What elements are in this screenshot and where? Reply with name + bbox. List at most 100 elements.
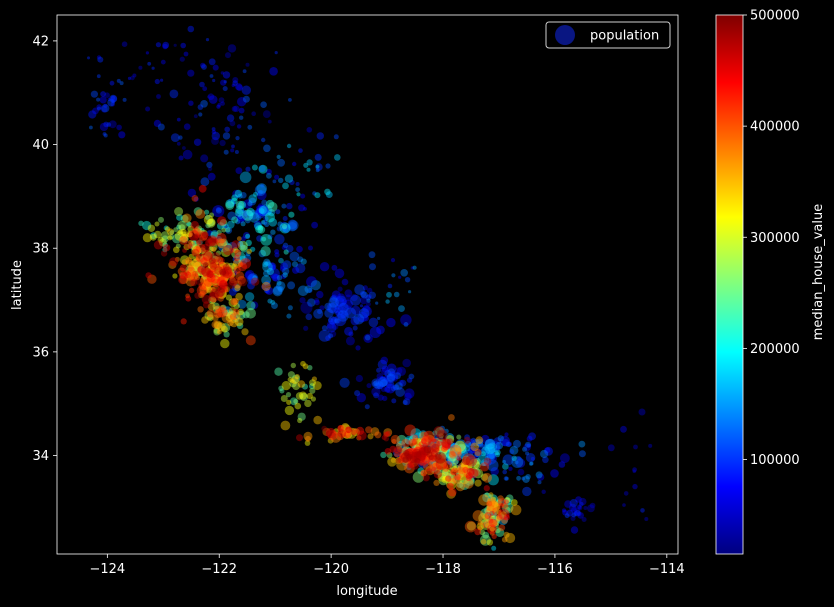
scatter-point <box>335 310 341 316</box>
scatter-point <box>404 437 412 445</box>
scatter-point <box>386 291 392 298</box>
scatter-point <box>309 383 315 390</box>
scatter-point <box>474 448 482 457</box>
scatter-point <box>227 319 234 327</box>
scatter-point <box>373 392 379 399</box>
scatter-point <box>202 301 210 309</box>
scatter-point <box>399 452 407 461</box>
scatter-point <box>468 468 479 479</box>
scatter-point <box>235 200 245 210</box>
scatter-point <box>453 451 459 456</box>
scatter-point <box>297 285 309 297</box>
scatter-point <box>463 467 475 479</box>
scatter-point <box>406 448 413 455</box>
scatter-point <box>433 447 440 454</box>
scatter-point <box>428 447 440 459</box>
scatter-point <box>206 230 213 237</box>
scatter-point <box>198 282 207 290</box>
scatter-point <box>195 271 201 277</box>
scatter-point <box>381 365 389 373</box>
scatter-point <box>294 374 300 380</box>
scatter-point <box>343 299 353 309</box>
scatter-point <box>432 452 438 459</box>
scatter-point <box>279 388 285 394</box>
scatter-point <box>232 80 238 86</box>
scatter-point <box>404 449 414 458</box>
scatter-point <box>331 294 338 302</box>
scatter-point <box>193 227 201 235</box>
scatter-point <box>441 453 447 459</box>
scatter-point <box>324 302 332 311</box>
scatter-point <box>263 144 271 153</box>
scatter-point <box>419 431 429 441</box>
scatter-point <box>486 503 497 514</box>
scatter-point <box>220 71 225 75</box>
scatter-point <box>329 318 337 326</box>
scatter-point <box>224 243 233 252</box>
scatter-point <box>174 207 184 216</box>
scatter-point <box>225 314 234 322</box>
scatter-point <box>215 268 226 279</box>
scatter-point <box>413 449 419 455</box>
scatter-point <box>218 240 230 253</box>
scatter-point <box>433 426 445 438</box>
scatter-point <box>168 234 174 240</box>
scatter-point <box>525 474 531 480</box>
scatter-point <box>198 184 207 193</box>
scatter-point <box>178 229 184 235</box>
scatter-point <box>404 277 411 283</box>
scatter-point <box>187 225 195 233</box>
scatter-point <box>221 267 233 278</box>
scatter-point <box>489 453 495 459</box>
scatter-point <box>410 266 415 270</box>
scatter-point <box>300 360 306 367</box>
scatter-point <box>243 199 253 209</box>
scatter-point <box>288 220 299 231</box>
scatter-point <box>427 447 436 456</box>
scatter-point <box>411 439 418 445</box>
scatter-point <box>607 444 615 452</box>
scatter-point <box>446 473 457 485</box>
scatter-point <box>178 275 187 285</box>
scatter-point <box>419 444 427 452</box>
scatter-point <box>356 435 362 441</box>
scatter-point <box>368 291 376 299</box>
scatter-point <box>542 456 549 464</box>
scatter-point <box>489 441 501 453</box>
scatter-point <box>217 286 225 294</box>
scatter-point <box>321 325 328 331</box>
scatter-point <box>224 309 231 317</box>
scatter-point <box>244 210 254 219</box>
scatter-point <box>367 433 374 440</box>
scatter-point <box>449 462 457 470</box>
scatter-point <box>196 248 202 254</box>
scatter-point <box>255 207 266 219</box>
scatter-point <box>312 191 317 196</box>
scatter-point <box>325 191 333 199</box>
scatter-point <box>274 51 278 55</box>
scatter-point <box>497 495 504 502</box>
scatter-point <box>356 426 365 435</box>
scatter-point <box>455 477 462 484</box>
scatter-point <box>226 114 235 122</box>
scatter-point <box>511 456 524 468</box>
scatter-point <box>99 96 107 104</box>
scatter-point <box>446 440 453 448</box>
scatter-point <box>445 475 452 482</box>
scatter-point <box>87 56 90 60</box>
scatter-point <box>517 456 522 461</box>
scatter-point <box>406 448 412 455</box>
scatter-point <box>202 251 213 261</box>
scatter-point <box>232 270 238 276</box>
scatter-point <box>648 443 653 448</box>
scatter-point <box>235 209 248 222</box>
scatter-point <box>191 245 202 256</box>
scatter-point <box>495 515 501 521</box>
scatter-point <box>496 498 503 505</box>
scatter-point <box>242 209 254 221</box>
scatter-point <box>495 452 500 458</box>
scatter-point <box>334 268 345 279</box>
scatter-point <box>287 222 298 232</box>
scatter-point <box>201 64 207 70</box>
scatter-point <box>374 431 382 439</box>
